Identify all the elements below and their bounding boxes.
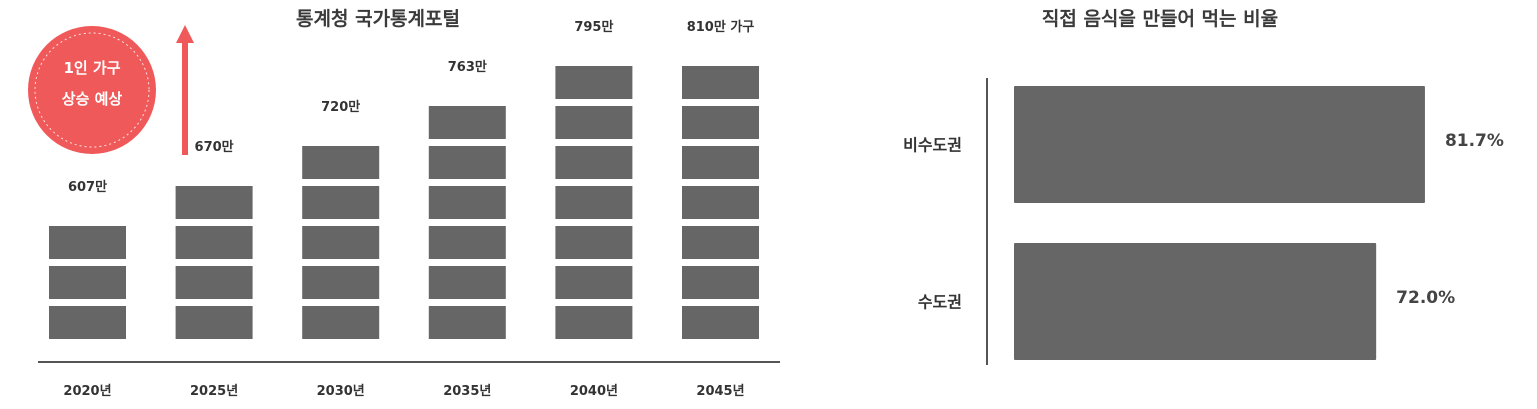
left-data-label: 795만 [574, 19, 613, 35]
left-bar-segment [555, 266, 633, 299]
left-data-label: 763만 [448, 59, 487, 75]
right-data-label: 81.7% [1445, 131, 1504, 151]
left-bar-segment [555, 186, 633, 219]
badge-circle [28, 26, 156, 154]
left-x-tick-label: 2030년 [317, 384, 365, 399]
left-bar-segment [682, 106, 759, 139]
right-bars [1014, 86, 1425, 360]
left-bar-segment [49, 306, 126, 339]
badge-line-2: 상승 예상 [62, 90, 123, 108]
right-bar [1014, 243, 1377, 360]
left-bar-segment [302, 186, 380, 219]
left-bar-segment [428, 226, 506, 259]
left-bar-segment [302, 266, 380, 299]
increase-badge: 1인 가구 상승 예상 [28, 26, 156, 154]
left-bar-segment [555, 106, 633, 139]
right-data-labels: 81.7% 72.0% [1396, 131, 1504, 308]
right-category-label: 수도권 [918, 293, 962, 312]
left-bar-segment [302, 226, 380, 259]
left-chart-title: 통계청 국가통계포털 [296, 8, 460, 30]
left-bar-segment [175, 186, 253, 219]
left-data-labels: 607만 670만 720만 763만 795만 810만 가구 [68, 19, 754, 195]
left-data-label: 607만 [68, 179, 107, 195]
left-x-tick-label: 2020년 [63, 384, 111, 399]
left-data-label: 670만 [195, 139, 234, 155]
left-bar-segment [428, 146, 506, 179]
household-projection-chart: 통계청 국가통계포털 1인 가구 상승 예상 607만 670만 720만 763만 7… [28, 8, 780, 399]
left-bar-segment [682, 266, 759, 299]
left-x-tick-label: 2025년 [190, 384, 238, 399]
left-bar-segment [49, 226, 126, 259]
left-bar-segment [682, 226, 759, 259]
left-bar-segment [555, 146, 633, 179]
left-bar-segment [555, 66, 633, 99]
left-bar-segment [555, 306, 633, 339]
left-bars [49, 66, 759, 339]
left-bar-segment [49, 266, 126, 299]
left-x-tick-label: 2045년 [696, 384, 744, 399]
left-bar-segment [682, 146, 759, 179]
left-data-label: 720만 [321, 99, 360, 115]
left-bar-segment [555, 226, 633, 259]
left-bar-segment [682, 66, 759, 99]
left-x-tick-labels: 2020년 2025년 2030년 2035년 2040년 2045년 [63, 384, 744, 399]
up-arrow-icon [176, 25, 194, 155]
left-bar-segment [175, 226, 253, 259]
left-bar-segment [428, 106, 506, 139]
left-bar-segment [428, 186, 506, 219]
left-x-tick-label: 2040년 [570, 384, 618, 399]
left-x-tick-label: 2035년 [443, 384, 491, 399]
left-bar-segment [428, 266, 506, 299]
left-bar-segment [682, 186, 759, 219]
left-bar-segment [175, 306, 253, 339]
left-data-label: 810만 가구 [687, 19, 755, 35]
right-bar [1014, 86, 1425, 203]
badge-line-1: 1인 가구 [63, 59, 120, 77]
left-bar-segment [428, 306, 506, 339]
right-chart-title: 직접 음식을 만들어 먹는 비율 [1042, 8, 1278, 30]
right-data-label: 72.0% [1396, 288, 1455, 308]
left-bar-segment [302, 306, 380, 339]
left-bar-segment [682, 306, 759, 339]
badge-dashed-ring [34, 32, 150, 148]
right-category-label: 비수도권 [903, 136, 962, 155]
left-bar-segment [302, 146, 380, 179]
left-bar-segment [175, 266, 253, 299]
